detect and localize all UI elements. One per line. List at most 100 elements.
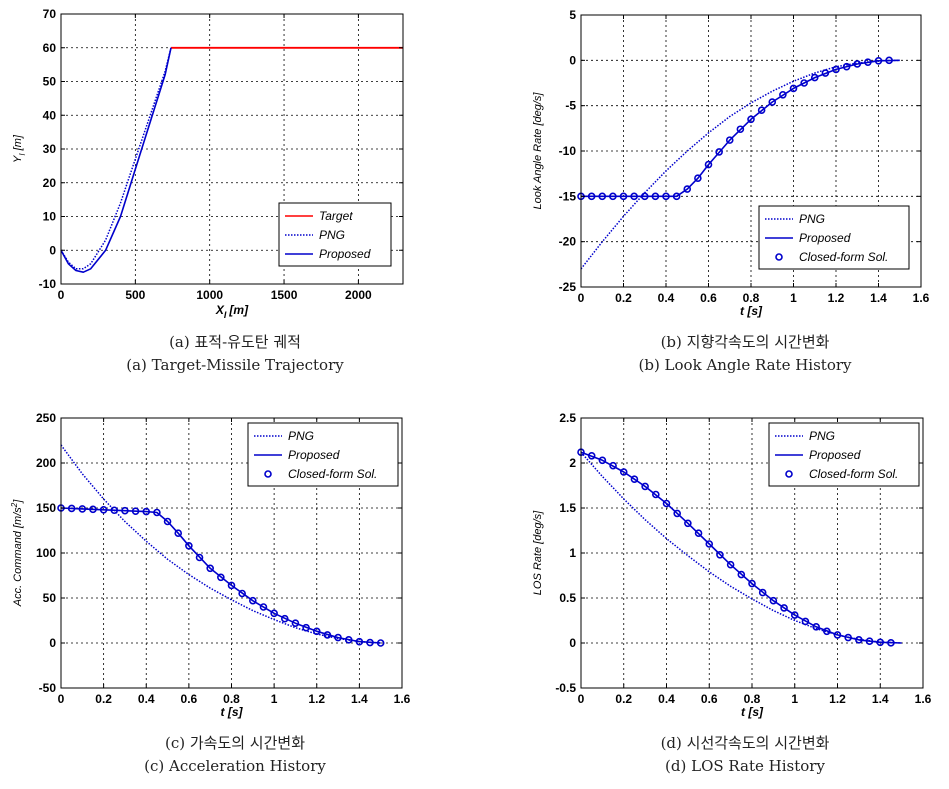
data-point-b [789,84,798,93]
x-tick-label: 1.4 [870,291,887,305]
data-point-b [874,56,883,65]
x-tick-label: 0.2 [615,692,632,706]
y-tick-label: 0 [49,243,56,257]
y-tick-label: -15 [559,189,577,203]
y-tick-label: 60 [43,41,57,55]
caption-en-b: (b) Look Angle Rate History [638,356,852,374]
data-point-c [376,639,385,647]
legend-entry-proposed: Proposed [809,448,861,462]
x-tick-label: 2000 [345,288,372,302]
data-point-d [587,451,596,460]
x-tick-label: 0 [578,291,585,305]
data-point-d [855,636,863,644]
data-point-d [652,490,660,499]
plot-area-d: 0 0.2 0.4 0.6 0.8 1 1.2 1.4 1.6-0.500.511.522.5t… [532,411,932,719]
data-point-c [366,638,374,647]
data-point-d [748,579,756,588]
data-point-c [142,507,151,516]
y-tick-label: 2.5 [559,411,576,425]
y-tick-label: 0 [569,53,576,67]
legend-a: Target PNG Proposed [278,202,392,267]
data-point-b [630,192,638,201]
data-point-c [110,506,119,515]
data-point-c [153,508,161,517]
data-point-c [270,609,278,618]
data-point-d [630,475,639,484]
data-point-d [887,639,895,647]
data-point-b [885,56,893,65]
data-point-b [864,58,872,66]
y-tick-label: 0.5 [559,591,576,605]
legend-entry-png: PNG [319,228,345,242]
legend-entry-proposed: Proposed [799,231,851,245]
x-tick-label: 1 [790,291,797,305]
data-point-b [672,192,681,201]
y-axis-label: Look Angle Rate [deg/s] [532,92,544,210]
legend-entry-target: Target [319,209,353,223]
y-tick-label: 50 [43,591,57,605]
data-point-b [694,174,702,182]
data-point-b [736,125,745,134]
x-tick-label: 0.2 [95,692,112,706]
data-point-d [641,482,649,491]
data-point-d [684,519,692,528]
x-tick-label: 0 [58,288,65,302]
chart-acceleration: 0 0.2 0.4 0.6 0.8 1 1.2 1.4 1.6-5005010015020025… [10,411,411,719]
y-tick-label: 1 [569,546,576,560]
data-point-d [801,617,810,626]
series-line-proposed [580,451,902,644]
y-tick-label: -0.5 [555,681,576,695]
data-point-c [334,633,342,642]
x-tick-label: 1.4 [872,692,889,706]
legend-entry-png: PNG [288,429,314,443]
plot-area-b: 0 0.2 0.4 0.6 0.8 1 1.2 1.4 1.6 -25 -20 -15 -10 -5 0 5 t… [532,8,930,318]
legend-entry-closed-form-sol-: Closed-form Sol. [288,467,377,481]
data-point-d [769,596,778,605]
x-tick-label: 1.2 [829,692,846,706]
data-point-d [737,570,746,579]
x-tick-label: 1500 [271,288,298,302]
data-point-c [355,637,364,646]
data-point-d [726,560,735,569]
x-tick-label: 0.6 [701,692,718,706]
y-axis-label: YI [m] [12,134,27,163]
x-tick-label: 0 [578,692,585,706]
data-point-b [715,148,723,156]
data-point-c [89,505,97,514]
data-point-c [78,505,87,513]
data-point-d [780,604,788,612]
series-line-png [60,47,172,270]
data-point-d [865,637,874,646]
x-tick-label: 0.8 [223,692,240,706]
data-point-d [812,622,820,631]
y-axis-label-end: ] [12,499,24,504]
y-tick-label: 2 [569,456,576,470]
data-point-b [651,192,660,201]
data-point-d [716,550,724,559]
x-tick-label: 1.6 [394,692,411,706]
x-tick-label: 1.4 [351,692,368,706]
x-tick-label: 0.4 [138,692,155,706]
data-point-d [833,631,842,639]
data-point-c [249,596,257,605]
data-point-b [800,79,808,87]
data-point-d [609,461,617,470]
caption-en-c: (c) Acceleration History [144,757,326,775]
legend-marker [775,253,783,261]
legend-b: PNG Proposed Closed-form Sol. [758,205,910,270]
x-axis-label-sub: I [224,310,227,320]
x-tick-label: 0.2 [615,291,632,305]
data-point-b [757,106,766,114]
y-axis-label-main: Y [12,155,24,163]
data-point-c [238,589,246,598]
y-axis-label-unit: [m] [12,134,24,151]
data-point-b [853,60,862,68]
caption-en-d: (d) LOS Rate History [665,757,825,775]
y-tick-label: -50 [39,681,57,695]
legend-entry-png: PNG [809,429,835,443]
data-point-d [844,633,852,642]
data-point-b [832,65,840,74]
x-axis-label-main: X [215,303,225,317]
data-point-d [598,456,607,465]
x-tick-label: 0.6 [700,291,717,305]
